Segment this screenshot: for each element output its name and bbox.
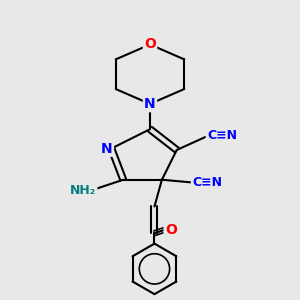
Text: N: N xyxy=(144,97,156,111)
Text: O: O xyxy=(144,38,156,52)
Text: O: O xyxy=(165,223,177,237)
Text: N: N xyxy=(101,142,113,155)
Text: C≡N: C≡N xyxy=(192,176,222,189)
Text: NH₂: NH₂ xyxy=(70,184,96,196)
Text: C≡N: C≡N xyxy=(207,129,237,142)
